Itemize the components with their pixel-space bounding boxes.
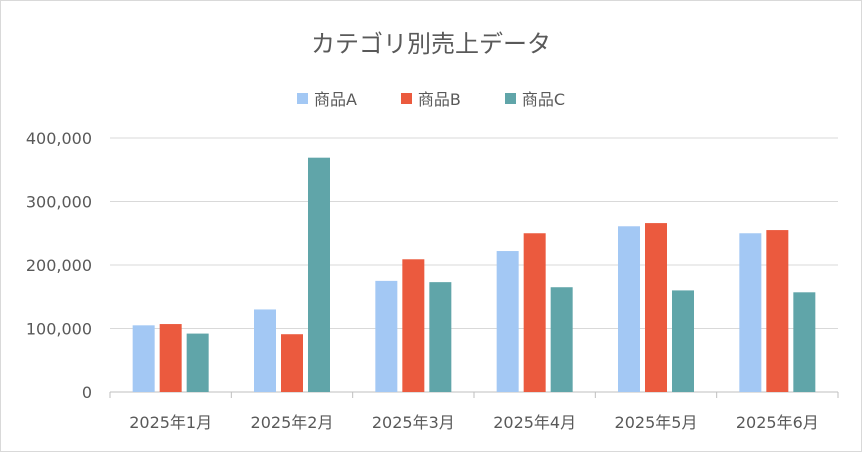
x-tick-label-3: 2025年4月 bbox=[493, 413, 576, 432]
legend-label-series-2: 商品C bbox=[521, 90, 566, 109]
bar-series-0-cat-2 bbox=[375, 280, 398, 392]
legend-item-series-2: 商品C bbox=[504, 86, 566, 110]
y-tick-label-2: 200,000 bbox=[26, 256, 92, 275]
legend-swatch-series-1 bbox=[400, 92, 412, 104]
y-tick-label-4: 400,000 bbox=[26, 129, 92, 148]
x-tick-label-2: 2025年3月 bbox=[372, 413, 455, 432]
legend-label-series-1: 商品B bbox=[417, 90, 461, 109]
bar-series-1-cat-5 bbox=[766, 230, 789, 392]
y-tick-label-1: 100,000 bbox=[26, 320, 92, 339]
bar-series-1-cat-0 bbox=[159, 324, 182, 392]
x-tick-label-1: 2025年2月 bbox=[251, 413, 334, 432]
legend-swatch-series-0 bbox=[296, 92, 308, 104]
bar-series-1-cat-1 bbox=[281, 334, 303, 392]
bar-series-2-cat-1 bbox=[308, 157, 330, 392]
y-tick-label-0: 0 bbox=[82, 383, 92, 402]
legend: 商品A 商品B 商品C bbox=[0, 86, 862, 110]
bar-series-1-cat-3 bbox=[523, 233, 546, 392]
bar-series-2-cat-4 bbox=[672, 290, 694, 392]
y-tick-label-3: 300,000 bbox=[26, 193, 92, 212]
legend-label-series-0: 商品A bbox=[313, 90, 357, 109]
bar-series-0-cat-3 bbox=[496, 251, 519, 392]
bar-series-2-cat-5 bbox=[793, 292, 816, 392]
bar-series-0-cat-4 bbox=[618, 226, 640, 392]
legend-item-series-0: 商品A bbox=[296, 86, 357, 110]
legend-item-series-1: 商品B bbox=[400, 86, 461, 110]
bar-series-1-cat-4 bbox=[645, 223, 667, 392]
bar-series-2-cat-3 bbox=[550, 287, 573, 392]
bar-series-2-cat-2 bbox=[429, 282, 452, 392]
bar-series-0-cat-0 bbox=[132, 325, 155, 392]
x-tick-label-0: 2025年1月 bbox=[129, 413, 212, 432]
bar-series-1-cat-2 bbox=[402, 259, 425, 392]
bar-series-0-cat-1 bbox=[254, 309, 276, 392]
x-tick-label-4: 2025年5月 bbox=[615, 413, 698, 432]
bar-series-0-cat-5 bbox=[739, 233, 762, 392]
legend-swatch-series-2 bbox=[504, 92, 516, 104]
bar-series-2-cat-0 bbox=[186, 333, 209, 392]
x-tick-label-5: 2025年6月 bbox=[736, 413, 819, 432]
chart-title: カテゴリ別売上データ bbox=[311, 30, 551, 58]
